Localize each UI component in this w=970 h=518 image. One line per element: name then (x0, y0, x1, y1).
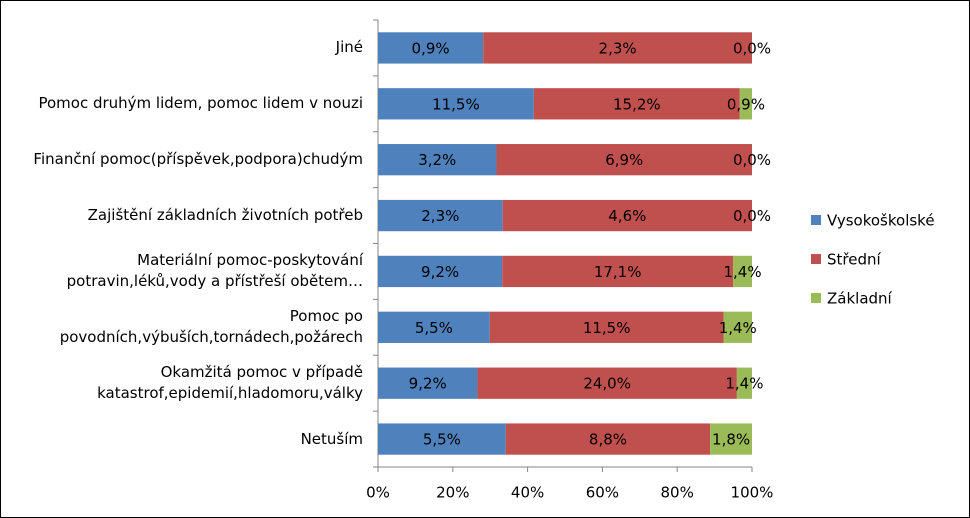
bar-segment (739, 88, 752, 120)
data-label: 24,0% (583, 375, 631, 393)
bar-segment (710, 423, 752, 455)
bar-segment (496, 144, 752, 176)
bar-segment (533, 88, 740, 120)
category-label: Materiální pomoc-poskytování potravin,lé… (66, 251, 363, 291)
data-label: 1,4% (719, 319, 757, 337)
bar-segment (477, 367, 737, 399)
data-label: 2,3% (599, 39, 637, 57)
bar-segment (502, 199, 752, 232)
x-tick-label: 0% (366, 484, 390, 502)
data-label: 3,2% (418, 151, 456, 169)
data-label: 9,2% (409, 375, 447, 393)
category-label: Zajištění základních životních potřeb (87, 206, 363, 225)
bar-segment (733, 255, 752, 288)
category-label: Jiné (335, 38, 363, 57)
data-label: 2,3% (421, 207, 459, 225)
x-tick-label: 40% (511, 484, 544, 502)
bar-segment (378, 255, 503, 288)
bar-segment (378, 367, 478, 399)
legend-swatch (811, 215, 821, 225)
data-label: 1,8% (712, 431, 750, 449)
data-label: 0,9% (412, 39, 450, 57)
bar-segment (378, 32, 484, 64)
x-tick-label: 100% (731, 484, 774, 502)
bar-segment (378, 144, 497, 176)
bar-segment (378, 88, 534, 120)
bar-segment (378, 311, 490, 343)
legend-swatch (811, 293, 821, 303)
data-label: 0,0% (733, 39, 771, 57)
category-label: Finanční pomoc(příspěvek,podpora)chudým (33, 150, 363, 169)
legend-label: Střední (827, 251, 881, 269)
data-label: 6,9% (605, 151, 643, 169)
bar-segment (378, 199, 503, 232)
bar-segment (505, 423, 711, 455)
data-label: 17,1% (594, 263, 642, 281)
x-tick-label: 60% (586, 484, 619, 502)
bar-segment (489, 311, 724, 343)
category-label: Pomoc po povodních,výbuších,tornádech,po… (59, 307, 363, 347)
data-label: 1,4% (723, 263, 761, 281)
bar-segment (736, 367, 752, 399)
x-tick-label: 80% (661, 484, 694, 502)
bar-segment (502, 255, 734, 288)
bar-segment (378, 423, 506, 455)
legend-swatch (811, 254, 821, 264)
legend-label: Základní (827, 290, 893, 308)
category-label: Okamžitá pomoc v případě katastrof,epide… (97, 363, 363, 403)
data-label: 9,2% (421, 263, 459, 281)
bar-segment (483, 32, 752, 64)
data-label: 11,5% (583, 319, 631, 337)
data-label: 4,6% (608, 207, 646, 225)
category-label: Pomoc druhým lidem, pomoc lidem v nouzi (38, 94, 363, 113)
data-label: 0,0% (733, 151, 771, 169)
data-label: 15,2% (613, 95, 661, 113)
data-label: 5,5% (423, 431, 461, 449)
category-label: Netuším (300, 429, 363, 448)
data-label: 0,9% (727, 95, 765, 113)
data-label: 5,5% (415, 319, 453, 337)
data-label: 1,4% (725, 375, 763, 393)
legend-label: Vysokoškolské (827, 212, 935, 230)
data-label: 8,8% (589, 431, 627, 449)
data-label: 11,5% (432, 95, 480, 113)
bar-segment (723, 311, 752, 343)
data-label: 0,0% (733, 207, 771, 225)
x-tick-label: 20% (436, 484, 469, 502)
